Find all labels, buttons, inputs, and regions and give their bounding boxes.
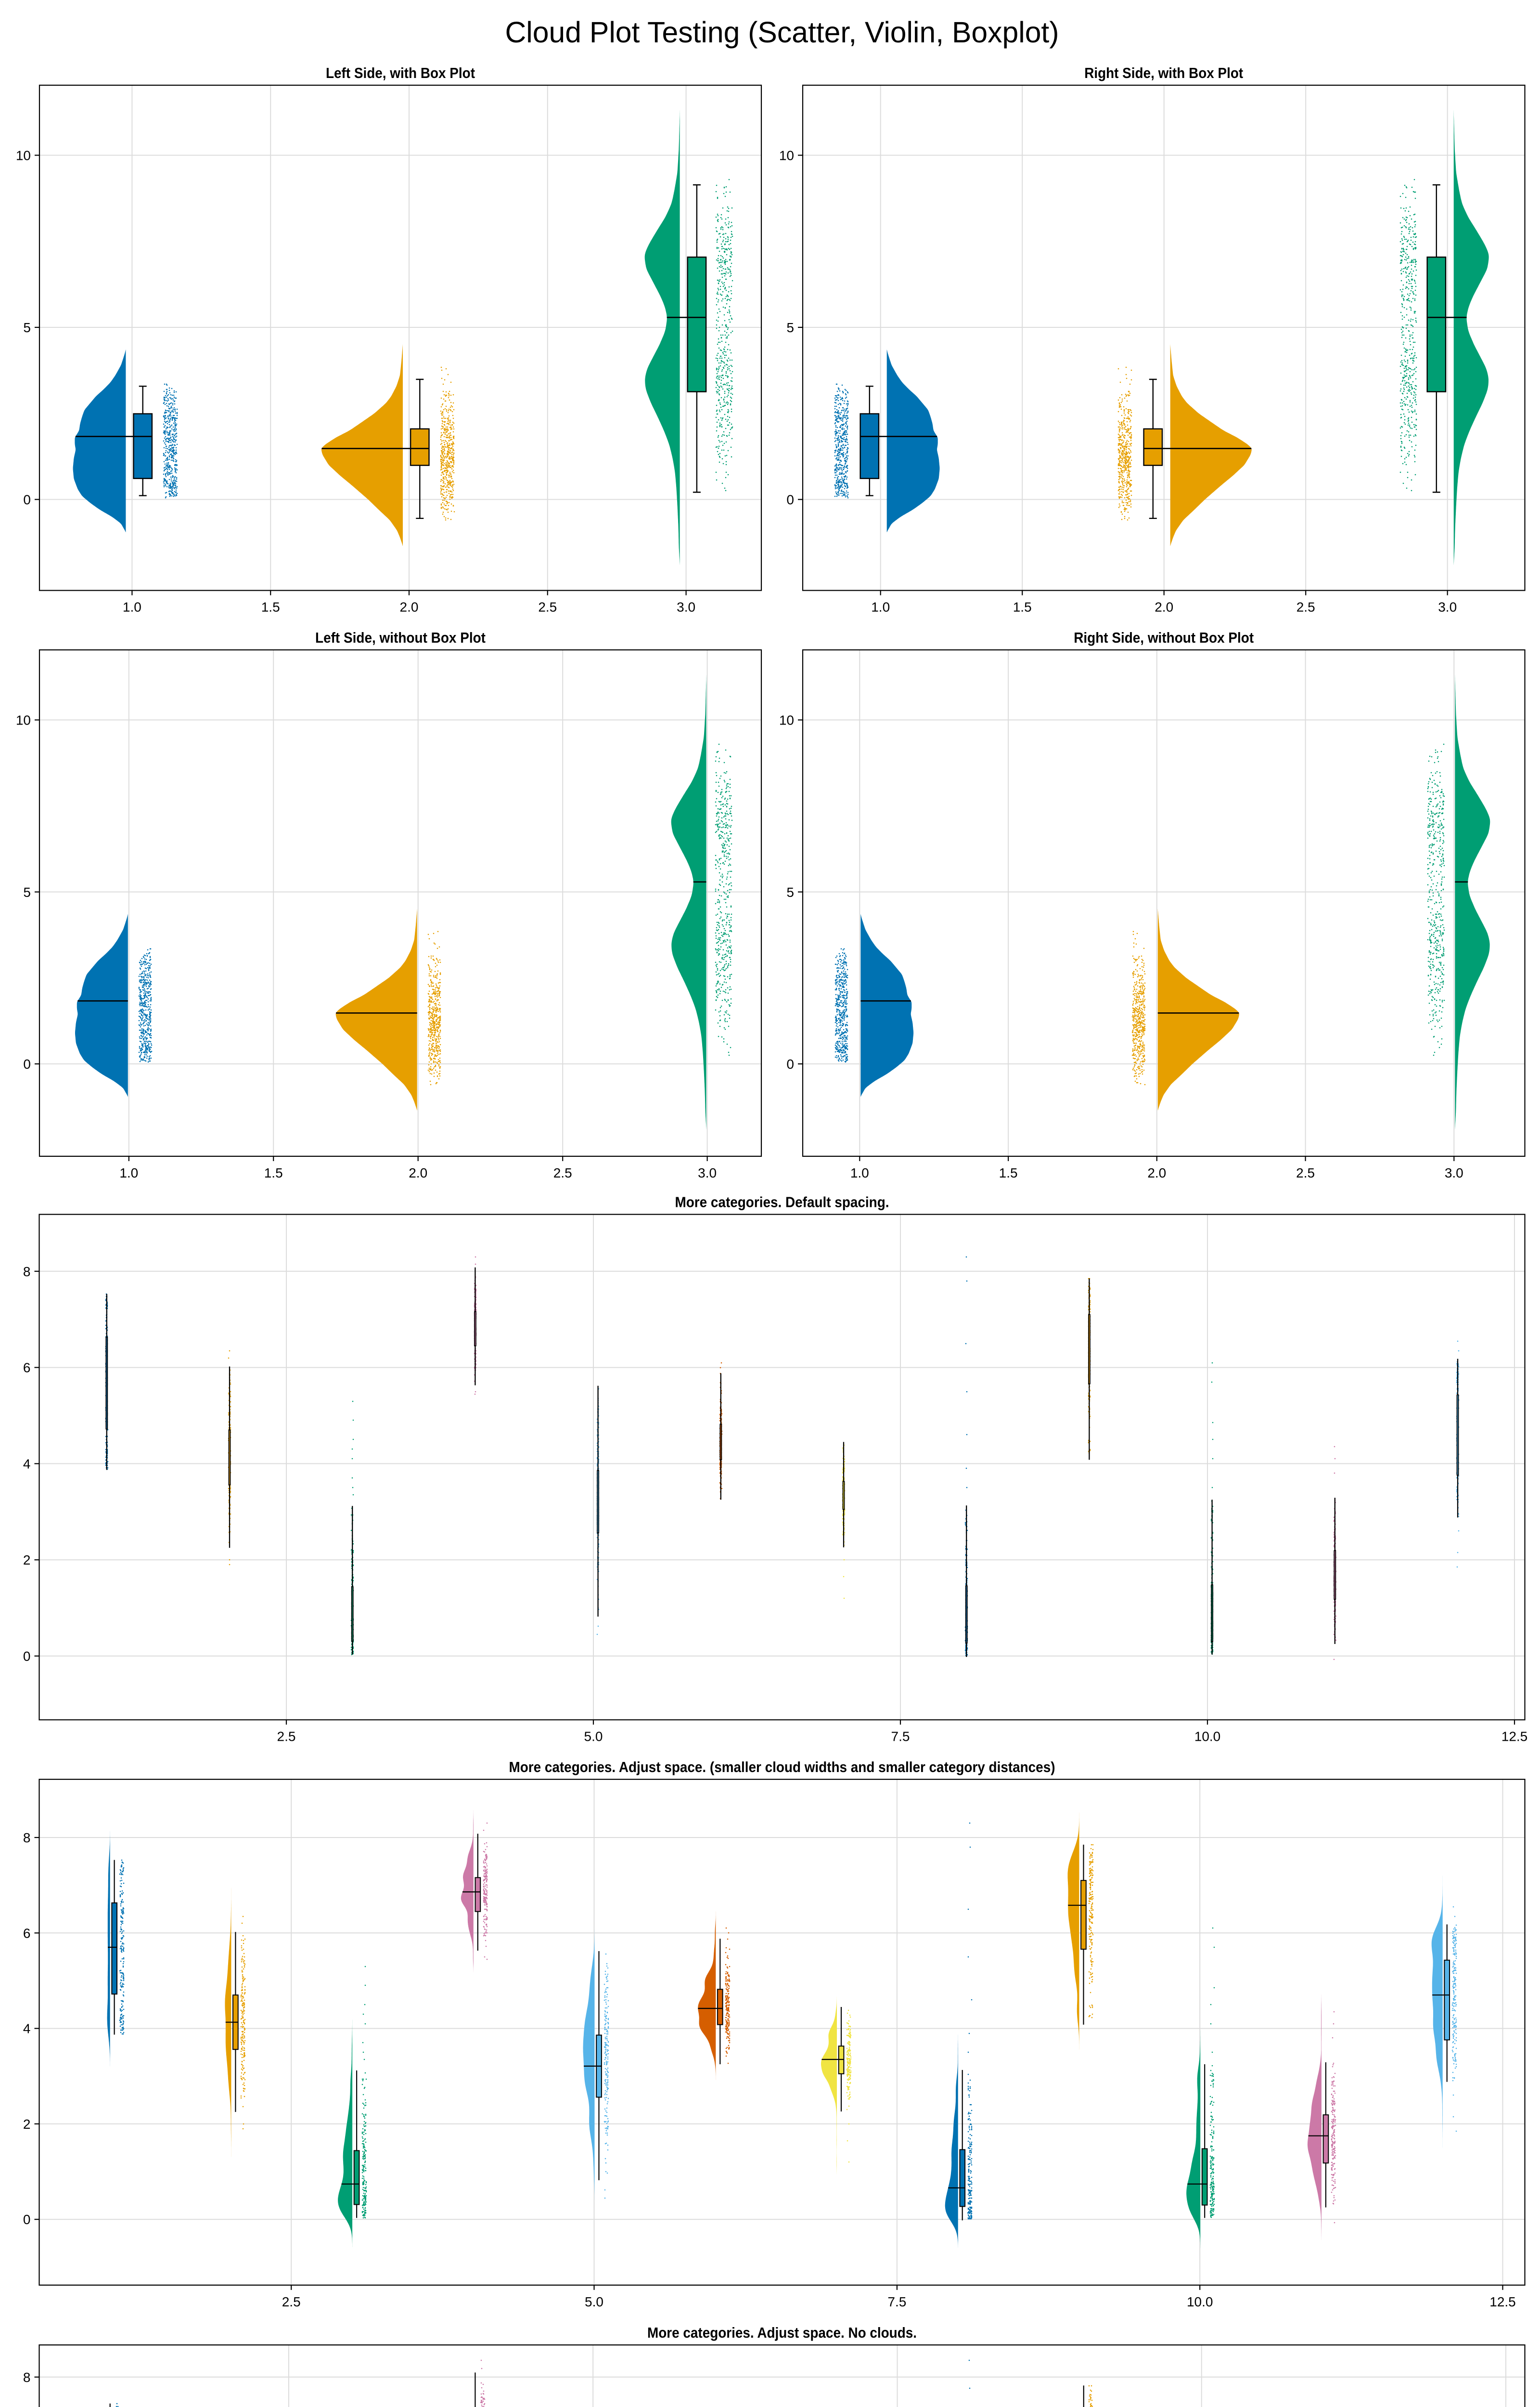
svg-text:Cloud Plot Testing (Scatter, V: Cloud Plot Testing (Scatter, Violin, Box…	[505, 16, 1059, 49]
svg-text:2: 2	[23, 1553, 31, 1567]
svg-text:12.5: 12.5	[1502, 1729, 1528, 1744]
svg-text:4: 4	[23, 1456, 31, 1471]
svg-text:10: 10	[779, 713, 794, 728]
svg-text:Right Side, with Box Plot: Right Side, with Box Plot	[1084, 65, 1243, 81]
svg-text:0: 0	[23, 1057, 31, 1072]
svg-text:0: 0	[23, 492, 31, 507]
svg-text:4: 4	[23, 2021, 31, 2036]
svg-text:1.5: 1.5	[1013, 600, 1032, 615]
svg-text:10.0: 10.0	[1194, 1729, 1221, 1744]
svg-text:2.0: 2.0	[1155, 600, 1173, 615]
svg-text:1.0: 1.0	[119, 1165, 138, 1180]
svg-text:1.5: 1.5	[999, 1165, 1018, 1180]
svg-text:7.5: 7.5	[887, 2294, 906, 2309]
svg-text:0: 0	[23, 2212, 31, 2227]
svg-text:6: 6	[23, 1926, 31, 1941]
svg-text:2.5: 2.5	[277, 1729, 296, 1744]
svg-text:5: 5	[786, 885, 794, 900]
svg-text:10: 10	[16, 713, 31, 728]
svg-text:3.0: 3.0	[1445, 1165, 1463, 1180]
svg-text:More categories. Adjust space.: More categories. Adjust space. (smaller …	[509, 1759, 1055, 1775]
svg-text:7.5: 7.5	[891, 1729, 910, 1744]
svg-text:2.5: 2.5	[553, 1165, 572, 1180]
svg-text:2: 2	[23, 2117, 31, 2132]
svg-text:3.0: 3.0	[1438, 600, 1457, 615]
svg-text:10: 10	[16, 148, 31, 163]
svg-text:More categories. Adjust space.: More categories. Adjust space. No clouds…	[647, 2324, 917, 2341]
svg-text:0: 0	[786, 1057, 794, 1072]
svg-text:3.0: 3.0	[698, 1165, 717, 1180]
svg-text:8: 8	[23, 1830, 31, 1845]
svg-text:12.5: 12.5	[1489, 2294, 1516, 2309]
svg-text:5: 5	[23, 320, 31, 335]
svg-text:2.0: 2.0	[409, 1165, 427, 1180]
svg-text:5: 5	[23, 885, 31, 900]
svg-text:Right Side, without Box Plot: Right Side, without Box Plot	[1074, 629, 1254, 646]
svg-text:0: 0	[786, 492, 794, 507]
svg-text:10: 10	[779, 148, 794, 163]
svg-text:1.0: 1.0	[123, 600, 141, 615]
svg-text:More categories. Default spaci: More categories. Default spacing.	[675, 1194, 889, 1211]
svg-text:2.5: 2.5	[538, 600, 557, 615]
svg-text:5: 5	[786, 320, 794, 335]
svg-text:2.0: 2.0	[400, 600, 419, 615]
svg-text:5.0: 5.0	[584, 1729, 603, 1744]
svg-text:6: 6	[23, 1360, 31, 1375]
svg-text:0: 0	[23, 1649, 31, 1664]
svg-text:Left Side, without Box Plot: Left Side, without Box Plot	[315, 629, 486, 646]
svg-text:2.0: 2.0	[1147, 1165, 1166, 1180]
svg-text:3.0: 3.0	[677, 600, 695, 615]
svg-text:Left Side, with Box Plot: Left Side, with Box Plot	[326, 65, 475, 81]
svg-text:1.5: 1.5	[261, 600, 280, 615]
svg-text:1.5: 1.5	[264, 1165, 283, 1180]
svg-text:2.5: 2.5	[1296, 600, 1315, 615]
svg-text:8: 8	[23, 1264, 31, 1279]
svg-text:1.0: 1.0	[850, 1165, 869, 1180]
svg-text:8: 8	[23, 2370, 31, 2385]
svg-text:10.0: 10.0	[1187, 2294, 1213, 2309]
svg-text:5.0: 5.0	[585, 2294, 603, 2309]
svg-text:2.5: 2.5	[282, 2294, 301, 2309]
svg-text:1.0: 1.0	[871, 600, 890, 615]
svg-text:2.5: 2.5	[1296, 1165, 1315, 1180]
